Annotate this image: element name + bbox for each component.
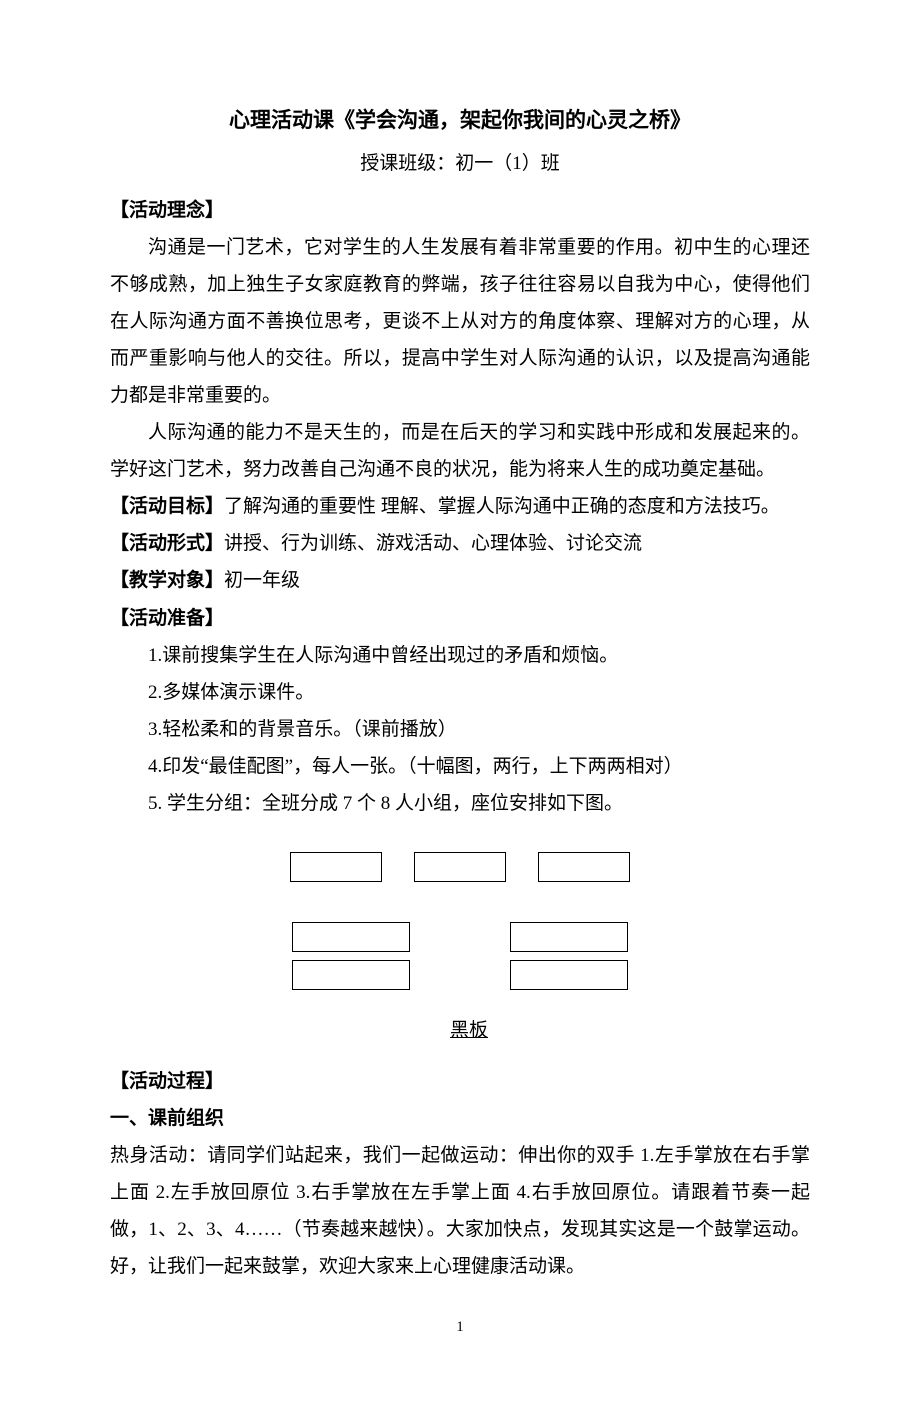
target-label: 【教学对象】 [110, 570, 224, 591]
document-page: 心理活动课《学会沟通，架起你我间的心灵之桥》 授课班级：初一（1）班 【活动理念… [0, 0, 920, 1402]
section-process: 【活动过程】 [110, 1063, 810, 1100]
target-text: 初一年级 [224, 570, 300, 591]
concept-label: 【活动理念】 [110, 200, 224, 221]
concept-p1: 沟通是一门艺术，它对学生的人生发展有着非常重要的作用。初中生的心理还不够成熟，加… [110, 229, 810, 414]
section-goal: 【活动目标】了解沟通的重要性 理解、掌握人际沟通中正确的态度和方法技巧。 [110, 488, 810, 525]
prep-item-1: 1.课前搜集学生在人际沟通中曾经出现过的矛盾和烦恼。 [110, 637, 810, 674]
seat-box [290, 852, 382, 882]
doc-subtitle: 授课班级：初一（1）班 [110, 145, 810, 182]
section-concept: 【活动理念】 [110, 192, 810, 229]
seating-row-3 [290, 960, 630, 990]
form-label: 【活动形式】 [110, 533, 224, 554]
goal-text: 了解沟通的重要性 理解、掌握人际沟通中正确的态度和方法技巧。 [224, 496, 780, 517]
section-target: 【教学对象】初一年级 [110, 562, 810, 599]
seat-box [510, 960, 628, 990]
blackboard-label: 黑板 [444, 1020, 494, 1041]
preclass-heading: 一、课前组织 [110, 1100, 810, 1137]
page-number: 1 [110, 1313, 810, 1342]
prep-item-4: 4.印发“最佳配图”，每人一张。（十幅图，两行，上下两两相对） [110, 748, 810, 785]
seat-box [292, 960, 410, 990]
seating-row-2 [290, 922, 630, 952]
seating-row-1 [290, 852, 630, 882]
process-label: 【活动过程】 [110, 1071, 224, 1092]
concept-p2: 人际沟通的能力不是天生的，而是在后天的学习和实践中形成和发展起来的。学好这门艺术… [110, 414, 810, 488]
prep-label: 【活动准备】 [110, 608, 224, 629]
doc-title: 心理活动课《学会沟通，架起你我间的心灵之桥》 [110, 100, 810, 141]
seat-box [414, 852, 506, 882]
seat-box [292, 922, 410, 952]
prep-item-5: 5. 学生分组：全班分成 7 个 8 人小组，座位安排如下图。 [110, 785, 810, 822]
seating-diagram: 黑板 [110, 852, 810, 1049]
section-prep: 【活动准备】 [110, 600, 810, 637]
seating-diagram-inner: 黑板 [290, 852, 630, 1049]
prep-item-3: 3.轻松柔和的背景音乐。（课前播放） [110, 711, 810, 748]
seat-box [510, 922, 628, 952]
preclass-text: 热身活动：请同学们站起来，我们一起做运动：伸出你的双手 1.左手掌放在右手掌上面… [110, 1137, 810, 1285]
seat-box [538, 852, 630, 882]
blackboard-label-row: 黑板 [290, 1012, 630, 1049]
prep-item-2: 2.多媒体演示课件。 [110, 674, 810, 711]
section-form: 【活动形式】讲授、行为训练、游戏活动、心理体验、讨论交流 [110, 525, 810, 562]
form-text: 讲授、行为训练、游戏活动、心理体验、讨论交流 [224, 533, 642, 554]
goal-label: 【活动目标】 [110, 496, 224, 517]
